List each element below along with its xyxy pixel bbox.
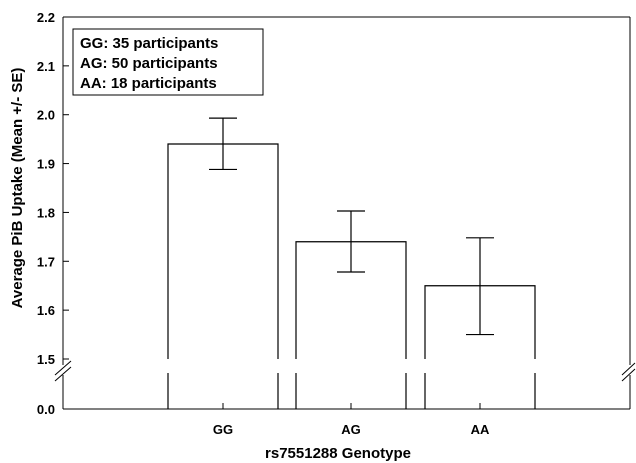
- x-tick-label-aa: AA: [471, 422, 490, 437]
- y-tick-label-zero: 0.0: [37, 402, 55, 417]
- y-tick-label: 2.2: [37, 10, 55, 25]
- axis-break-left-a: [54, 360, 72, 376]
- x-ticks: GG AG AA: [213, 403, 490, 437]
- axis-break-left-b: [54, 366, 72, 382]
- legend-entry-ag: AG: 50 participants: [80, 55, 218, 72]
- y-tick-label: 1.7: [37, 254, 55, 269]
- y-axis-title: Average PiB Uptake (Mean +/- SE): [9, 68, 26, 309]
- y-tick-label: 1.6: [37, 303, 55, 318]
- legend-box: [72, 28, 264, 96]
- legend-entry-aa: AA: 18 participants: [80, 75, 217, 92]
- y-ticks: 2.2 2.1 2.0 1.9 1.8 1.7 1.6 1.5 0.0: [37, 10, 69, 417]
- x-tick-label-gg: GG: [213, 422, 233, 437]
- y-tick-label: 1.5: [37, 352, 55, 367]
- x-axis-title: rs7551288 Genotype: [265, 445, 411, 462]
- y-tick-label: 1.9: [37, 157, 55, 172]
- legend-entry-gg: GG: 35 participants: [80, 35, 218, 52]
- y-tick-label: 1.8: [37, 205, 55, 220]
- bars: [167, 143, 536, 409]
- axis-break-right-a: [621, 362, 636, 376]
- error-bars: [209, 117, 494, 336]
- x-tick-label-ag: AG: [341, 422, 361, 437]
- y-tick-label: 2.0: [37, 108, 55, 123]
- axis-break-right-b: [621, 368, 636, 382]
- y-tick-label: 2.1: [37, 59, 55, 74]
- legend: GG: 35 participants AG: 50 participants …: [72, 28, 264, 96]
- bar-gg: [167, 143, 279, 359]
